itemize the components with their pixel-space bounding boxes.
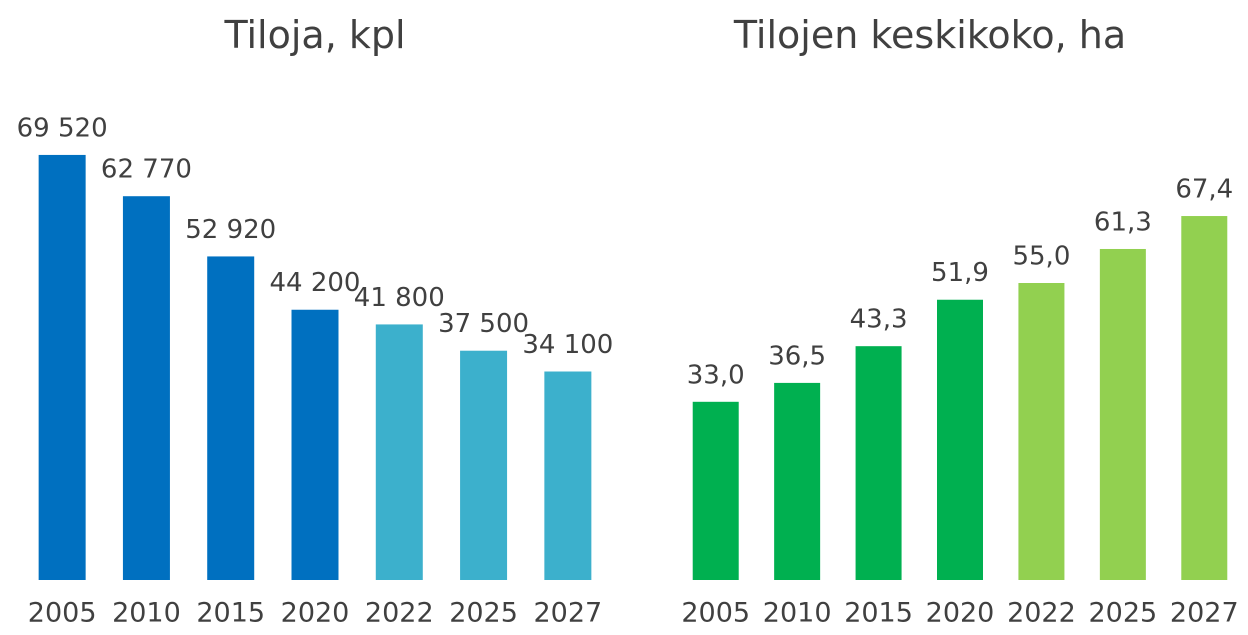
bar — [1099, 248, 1146, 581]
value-label: 52 920 — [185, 215, 276, 245]
x-tick-label: 2020 — [926, 598, 995, 629]
x-tick-label: 2027 — [1170, 598, 1239, 629]
value-label: 61,3 — [1094, 207, 1152, 237]
chart-title: Tilojen keskikoko, ha — [733, 13, 1127, 57]
x-tick-label: 2025 — [1088, 598, 1157, 629]
bar — [1018, 283, 1065, 580]
value-label: 62 770 — [101, 155, 192, 185]
bar — [692, 401, 739, 580]
x-tick-label: 2005 — [681, 598, 750, 629]
bar — [291, 309, 339, 580]
value-label: 51,9 — [931, 258, 989, 288]
x-tick-label: 2010 — [763, 598, 832, 629]
x-tick-label: 2010 — [112, 598, 181, 629]
value-label: 69 520 — [17, 113, 108, 143]
value-label: 41 800 — [354, 283, 445, 313]
bar — [1181, 216, 1228, 581]
x-tick-label: 2015 — [196, 598, 265, 629]
value-label: 37 500 — [438, 309, 529, 339]
x-tick-label: 2022 — [365, 598, 434, 629]
bar — [460, 350, 508, 580]
value-label: 67,4 — [1175, 175, 1233, 205]
x-tick-label: 2020 — [281, 598, 350, 629]
x-tick-label: 2027 — [533, 598, 602, 629]
bar — [937, 299, 983, 580]
x-tick-label: 2005 — [28, 598, 97, 629]
chart-title: Tiloja, kpl — [224, 13, 406, 57]
bar — [207, 256, 255, 580]
bar — [774, 382, 821, 580]
x-tick-label: 2025 — [449, 598, 518, 629]
value-label: 33,0 — [687, 360, 745, 390]
bar — [855, 346, 902, 580]
value-label: 55,0 — [1012, 242, 1070, 272]
bar — [375, 324, 423, 580]
x-tick-label: 2022 — [1007, 598, 1076, 629]
value-label: 43,3 — [850, 305, 908, 335]
bar — [122, 196, 170, 580]
value-label: 34 100 — [522, 330, 613, 360]
x-tick-label: 2015 — [844, 598, 913, 629]
value-label: 44 200 — [270, 268, 361, 298]
bar — [544, 371, 592, 580]
value-label: 36,5 — [768, 341, 826, 371]
bar — [38, 154, 86, 580]
